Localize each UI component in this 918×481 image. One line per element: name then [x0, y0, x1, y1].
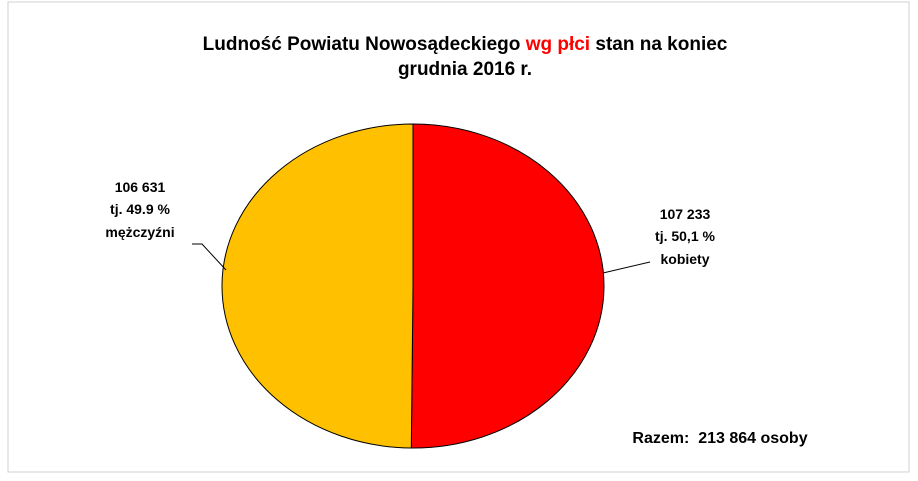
chart-title: Ludność Powiatu Nowosądeckiego wg płci s… [203, 34, 728, 55]
category-label: kobiety [660, 251, 709, 267]
title-part: Ludność Powiatu Nowosądeckiego [203, 34, 521, 55]
title-part: stan na koniec [595, 34, 727, 55]
title-part: wg płci [525, 34, 590, 55]
leader-line [192, 243, 227, 271]
percent-label: tj. 49.9 % [110, 201, 170, 217]
category-label: mężczyźni [105, 224, 174, 240]
percent-label: tj. 50,1 % [655, 228, 715, 244]
leader-line [602, 261, 651, 274]
total-label: Razem: 213 864 osoby [632, 430, 807, 447]
chart-title: grudnia 2016 r. [398, 59, 532, 80]
value-label: 107 233 [660, 206, 711, 222]
value-label: 106 631 [115, 179, 166, 195]
pie-slice [221, 123, 414, 449]
pie-slice [410, 123, 605, 449]
